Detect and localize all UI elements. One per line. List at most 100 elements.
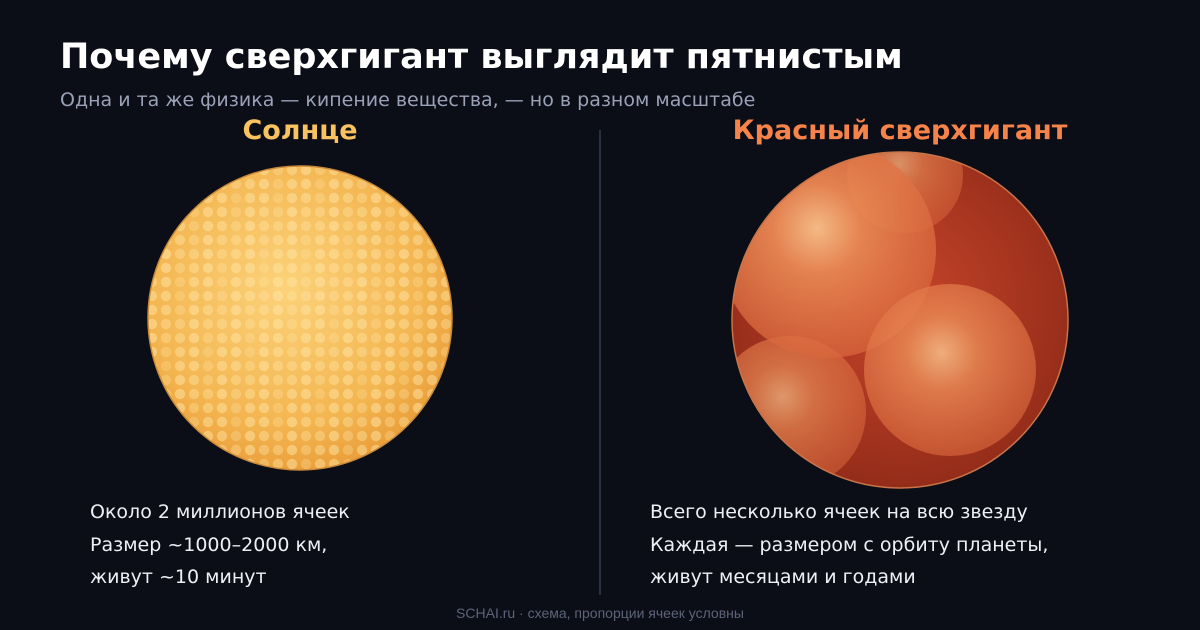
- granule: [202, 220, 214, 232]
- title: Почему сверхгигант выглядит пятнистым: [60, 37, 903, 77]
- granule: [342, 402, 354, 414]
- granule: [272, 304, 284, 316]
- granule: [258, 178, 270, 190]
- granule: [244, 192, 256, 204]
- granule: [356, 248, 368, 260]
- granule: [370, 388, 382, 400]
- granule: [314, 290, 326, 302]
- text-line: живут ~10 минут: [90, 566, 267, 588]
- granule: [398, 388, 410, 400]
- granule: [286, 206, 298, 218]
- granule: [356, 444, 368, 456]
- granule: [272, 458, 284, 470]
- granule: [244, 388, 256, 400]
- granule: [384, 374, 396, 386]
- granule: [216, 332, 228, 344]
- granule: [426, 416, 438, 428]
- granule: [244, 290, 256, 302]
- granule: [412, 206, 424, 218]
- granule: [426, 360, 438, 372]
- granule: [174, 318, 186, 330]
- granule: [342, 304, 354, 316]
- text-line: Около 2 миллионов ячеек: [90, 501, 350, 523]
- granule: [174, 192, 186, 204]
- granule: [244, 220, 256, 232]
- granule: [440, 192, 452, 204]
- granule: [258, 248, 270, 260]
- granule: [148, 166, 158, 176]
- granule: [286, 374, 298, 386]
- granule: [188, 458, 200, 470]
- granule: [398, 318, 410, 330]
- granule: [286, 276, 298, 288]
- granule: [384, 416, 396, 428]
- panel-heading: Красный сверхгигант: [733, 115, 1068, 146]
- granule: [342, 360, 354, 372]
- granule: [356, 318, 368, 330]
- granule: [216, 374, 228, 386]
- granule: [216, 416, 228, 428]
- granule: [426, 276, 438, 288]
- granule: [160, 178, 172, 190]
- granule: [202, 234, 214, 246]
- granule: [258, 360, 270, 372]
- granule: [328, 360, 340, 372]
- text-line: Размер ~1000–2000 км,: [90, 534, 327, 556]
- granule: [440, 304, 452, 316]
- granule: [188, 416, 200, 428]
- granule: [314, 234, 326, 246]
- granule: [412, 388, 424, 400]
- granule: [300, 262, 312, 274]
- granule: [258, 290, 270, 302]
- granule: [314, 248, 326, 260]
- granule: [426, 332, 438, 344]
- granule: [440, 374, 452, 386]
- granule: [202, 166, 214, 176]
- granule: [286, 178, 298, 190]
- granule: [160, 290, 172, 302]
- granule: [174, 360, 186, 372]
- granule: [398, 304, 410, 316]
- granule: [300, 430, 312, 442]
- granule: [244, 206, 256, 218]
- granule: [426, 206, 438, 218]
- granule: [160, 374, 172, 386]
- granule: [328, 388, 340, 400]
- granule: [426, 220, 438, 232]
- granule: [286, 458, 298, 470]
- granule: [356, 402, 368, 414]
- granule: [258, 206, 270, 218]
- granule: [244, 304, 256, 316]
- granule: [398, 458, 410, 470]
- granule: [370, 458, 382, 470]
- granule: [426, 290, 438, 302]
- granule: [356, 276, 368, 288]
- granule: [216, 262, 228, 274]
- granule: [342, 318, 354, 330]
- granule: [174, 234, 186, 246]
- granule: [148, 178, 158, 190]
- granule: [398, 192, 410, 204]
- granule: [440, 166, 452, 176]
- star-rim: [731, 151, 1069, 489]
- granule: [244, 276, 256, 288]
- granule: [440, 234, 452, 246]
- granule: [230, 458, 242, 470]
- granule: [230, 388, 242, 400]
- granule: [356, 192, 368, 204]
- granule: [342, 346, 354, 358]
- granule: [300, 276, 312, 288]
- granule: [216, 290, 228, 302]
- granule: [244, 332, 256, 344]
- granule: [398, 178, 410, 190]
- granule: [258, 234, 270, 246]
- granule: [202, 206, 214, 218]
- granule: [412, 304, 424, 316]
- granule: [384, 234, 396, 246]
- granule: [272, 360, 284, 372]
- granule: [300, 206, 312, 218]
- granule: [258, 332, 270, 344]
- granule: [272, 444, 284, 456]
- granule: [356, 290, 368, 302]
